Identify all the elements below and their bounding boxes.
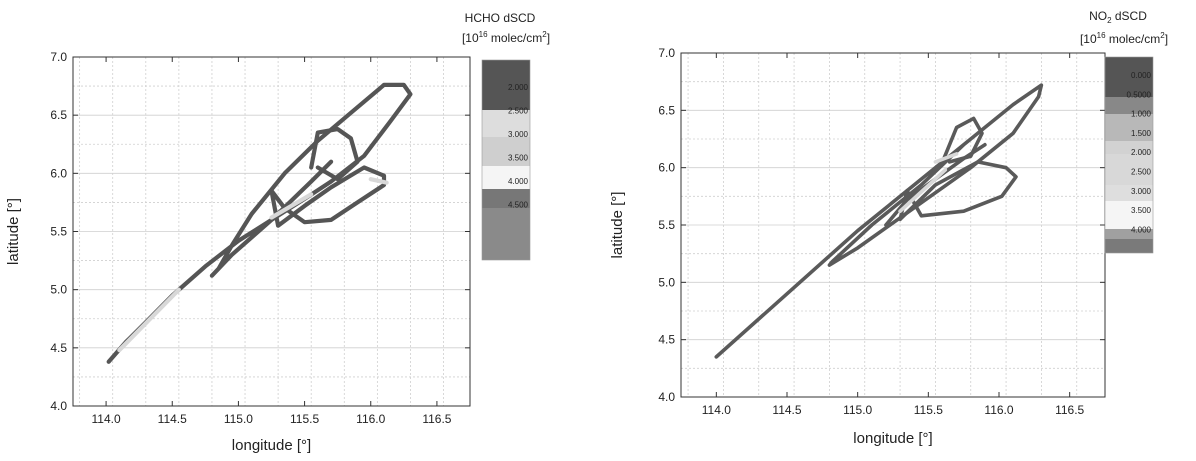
- x-tick-label: 115.5: [914, 403, 943, 417]
- y-tick-label: 6.5: [50, 108, 67, 122]
- colorbar-title: HCHO dSCD: [465, 11, 536, 25]
- y-tick-label: 6.0: [50, 166, 67, 180]
- colorbar-label: 3.000: [508, 130, 529, 139]
- x-tick-label: 116.0: [356, 412, 385, 426]
- colorbar: 2.000 2.500 3.000 3.500 4.000 4.500: [481, 59, 531, 261]
- colorbar-swatch: [1105, 229, 1153, 239]
- flight-track-series: [106, 82, 413, 364]
- flight-track-highlight: [117, 287, 181, 353]
- colorbar-label: 4.000: [1131, 225, 1152, 234]
- y-tick-label: 7.0: [658, 46, 675, 60]
- colorbar: 0.000 0.5000 1.000 1.500 2.000 2.500 3.000 3.50…: [1104, 56, 1154, 254]
- colorbar-swatch: [1105, 201, 1153, 229]
- colorbar-label: 3.000: [1131, 187, 1152, 196]
- x-tick-label: 115.5: [290, 412, 319, 426]
- colorbar-swatch: [482, 189, 530, 208]
- x-tick-label: 116.5: [422, 412, 451, 426]
- y-tick-label: 5.5: [50, 225, 67, 239]
- colorbar-units: [1016 molec/cm2]: [462, 30, 550, 45]
- colorbar-swatch: [1105, 154, 1153, 185]
- colorbar-label: 1.500: [1131, 129, 1152, 138]
- x-axis-label: longitude [°]: [853, 430, 932, 447]
- colorbar-label: 4.500: [508, 201, 529, 210]
- colorbar-swatch: [1105, 185, 1153, 201]
- colorbar-swatch: [1105, 239, 1153, 253]
- x-tick-label: 114.0: [702, 403, 731, 417]
- colorbar-label: 3.500: [1131, 206, 1152, 215]
- flight-track-series: [269, 165, 387, 228]
- colorbar-swatch: [482, 60, 530, 110]
- x-tick-label: 114.5: [158, 412, 187, 426]
- y-tick-label: 7.0: [50, 50, 67, 64]
- y-tick-label: 4.0: [658, 390, 675, 404]
- y-tick-label: 4.5: [658, 333, 675, 347]
- flight-track-series: [309, 127, 360, 182]
- y-axis-label: latitude [°]: [609, 192, 626, 259]
- flight-track-highlight: [933, 152, 959, 164]
- y-tick-label: 5.0: [658, 275, 675, 289]
- flight-track-series: [714, 83, 1044, 359]
- x-tick-label: 116.5: [1055, 403, 1084, 417]
- colorbar-label: 2.500: [508, 107, 529, 116]
- colorbar-label: 0.000: [1131, 71, 1152, 80]
- colorbar-label: 1.000: [1131, 110, 1152, 119]
- x-tick-label: 114.5: [772, 403, 801, 417]
- y-tick-label: 6.5: [658, 103, 675, 117]
- colorbar-swatch: [1105, 97, 1153, 114]
- colorbar-title: NO2 dSCD: [1089, 9, 1147, 25]
- colorbar-frame: [481, 59, 531, 261]
- y-tick-label: 6.0: [658, 161, 675, 175]
- flight-track-highlight: [269, 192, 314, 220]
- grid: [73, 56, 470, 407]
- y-tick-label: 5.0: [50, 283, 67, 297]
- colorbar-swatch: [482, 137, 530, 166]
- colorbar-label: 0.5000: [1127, 90, 1152, 99]
- x-tick-label: 116.0: [984, 403, 1013, 417]
- colorbar-swatch: [1105, 114, 1153, 141]
- x-axis-label: longitude [°]: [232, 437, 311, 454]
- x-tick-label: 115.0: [224, 412, 253, 426]
- colorbar-swatch: [1105, 57, 1153, 97]
- colorbar-label: 2.500: [1131, 168, 1152, 177]
- colorbar-swatch: [482, 208, 530, 260]
- colorbar-units: [1016 molec/cm2]: [1080, 31, 1168, 46]
- colorbar-label: 2.000: [508, 83, 529, 92]
- colorbar-swatch: [482, 166, 530, 189]
- colorbar-label: 4.000: [508, 177, 529, 186]
- flight-track-series: [898, 160, 1018, 222]
- colorbar-label: 3.500: [508, 154, 529, 163]
- y-axis-label: latitude [°]: [5, 198, 22, 265]
- y-tick-label: 4.5: [50, 341, 67, 355]
- x-tick-label: 114.0: [92, 412, 121, 426]
- colorbar-frame: [1104, 56, 1154, 254]
- flight-track-highlight: [368, 177, 389, 185]
- x-tick-label: 115.0: [843, 403, 872, 417]
- no2-chart: 114.0 114.5 115.0 115.5 116.0 116.5 4.0 4.5 5.0 5…: [609, 9, 1168, 447]
- y-tick-label: 5.5: [658, 218, 675, 232]
- y-tick-label: 4.0: [50, 399, 67, 413]
- flight-track-highlight: [898, 168, 948, 214]
- colorbar-swatch: [482, 110, 530, 137]
- hcho-chart: 114.0 114.5 115.0 115.5 116.0 116.5 4.0 4.5 5.0 5…: [5, 11, 550, 454]
- colorbar-swatch: [1105, 141, 1153, 154]
- colorbar-label: 2.000: [1131, 148, 1152, 157]
